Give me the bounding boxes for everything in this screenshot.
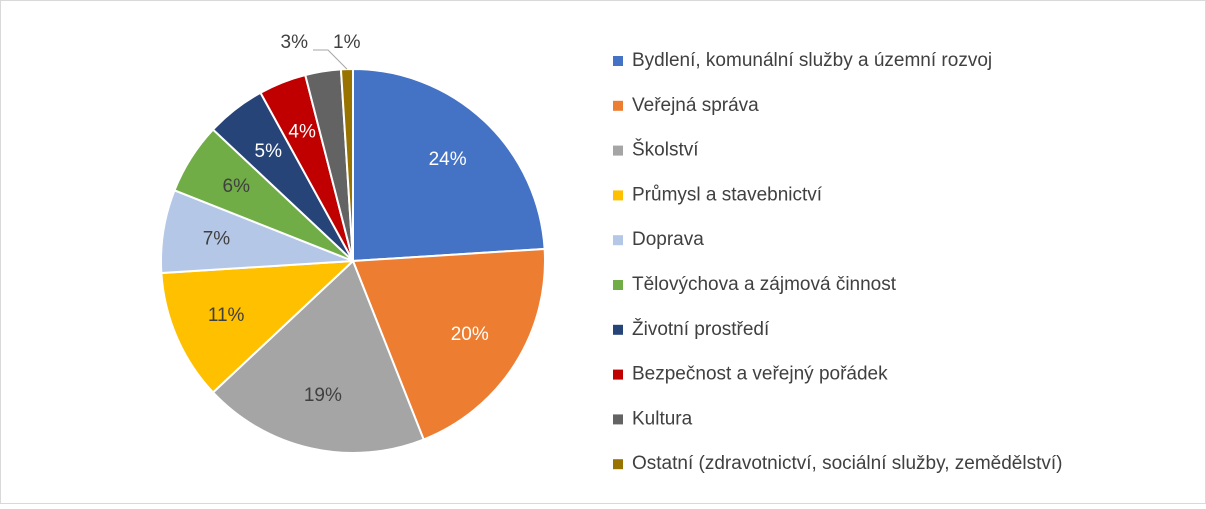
legend-marker [613, 459, 623, 470]
legend-label: Kultura [632, 408, 693, 429]
pie-slice [211, 259, 425, 454]
legend-label: Průmysl a stavebnictví [632, 184, 823, 205]
legend-label: Ostatní (zdravotnictví, sociální služby,… [632, 453, 1062, 474]
legend-label: Veřejná správa [632, 95, 759, 116]
legend-label: Bezpečnost a veřejný pořádek [632, 364, 888, 385]
legend-marker [613, 414, 623, 425]
legend-label: Školství [632, 139, 699, 161]
legend-marker [613, 56, 623, 66]
data-label: 4% [288, 121, 316, 142]
legend-marker [613, 145, 623, 156]
legend-marker [613, 369, 623, 380]
data-label: 3% [281, 32, 309, 53]
leader-line [313, 49, 348, 70]
legend-label: Doprava [632, 229, 704, 250]
pie-slice [352, 67, 546, 263]
data-label: 7% [203, 228, 231, 249]
pie-slice [160, 259, 356, 394]
data-label: 11% [208, 305, 245, 326]
legend-marker [613, 324, 623, 335]
legend-marker [613, 280, 623, 290]
data-label: 5% [255, 141, 283, 162]
data-label: 19% [304, 385, 342, 406]
legend-marker [613, 100, 623, 111]
data-label: 1% [333, 32, 361, 53]
data-label: 24% [429, 149, 467, 170]
legend-marker [613, 235, 623, 246]
legend-marker [613, 190, 623, 201]
data-label: 6% [223, 176, 251, 197]
pie-slice [351, 247, 546, 441]
legend-label: Životní prostředí [632, 318, 770, 340]
legend-label: Tělovýchova a zájmová činnost [632, 274, 897, 295]
data-label: 20% [451, 324, 489, 345]
legend-label: Bydlení, komunální služby a územní rozvo… [632, 50, 992, 71]
